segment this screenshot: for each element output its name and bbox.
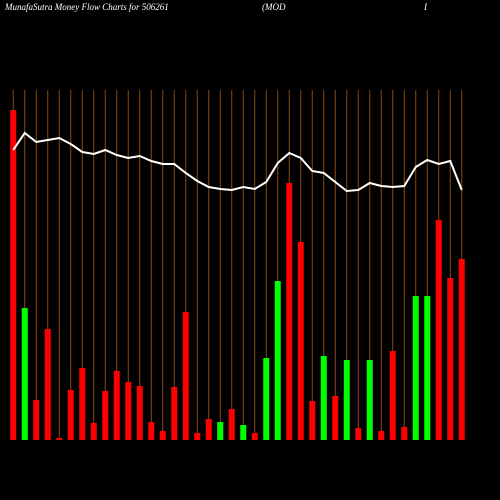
chart-subtitle: (MOD [262, 2, 286, 12]
bar [343, 360, 350, 440]
bar [378, 431, 385, 440]
bar [217, 422, 224, 440]
bar [90, 423, 97, 440]
chart-title: MunafaSutra Money Flow Charts for 506261 [4, 2, 169, 12]
bar [33, 400, 40, 440]
bar [79, 368, 86, 440]
chart-subtitle: I [423, 2, 428, 12]
money-flow-line [12, 131, 463, 193]
bar [332, 396, 339, 440]
bar [297, 242, 304, 440]
bar [44, 329, 51, 440]
bar [286, 183, 293, 440]
bar [412, 296, 419, 440]
bar [182, 312, 189, 440]
bar [136, 386, 143, 440]
bar [389, 351, 396, 440]
bar [21, 308, 28, 440]
bar [102, 391, 109, 440]
bar [125, 382, 132, 440]
bar [56, 438, 63, 440]
bar [228, 409, 235, 440]
bar [274, 281, 281, 440]
bar [148, 422, 155, 440]
bar [366, 360, 373, 440]
bar [171, 387, 178, 440]
bar [424, 296, 431, 440]
bar [10, 110, 17, 440]
bar [263, 358, 270, 440]
bar [205, 419, 212, 440]
bar [240, 425, 247, 440]
bar [447, 278, 454, 440]
bar [435, 220, 442, 440]
bar [320, 356, 327, 440]
bar [309, 401, 316, 440]
bar [159, 431, 166, 440]
bar [113, 371, 120, 440]
bar [251, 433, 258, 440]
bar [355, 428, 362, 440]
bar [194, 433, 201, 440]
bar [67, 390, 74, 440]
bar [401, 427, 408, 440]
bar [458, 259, 465, 440]
